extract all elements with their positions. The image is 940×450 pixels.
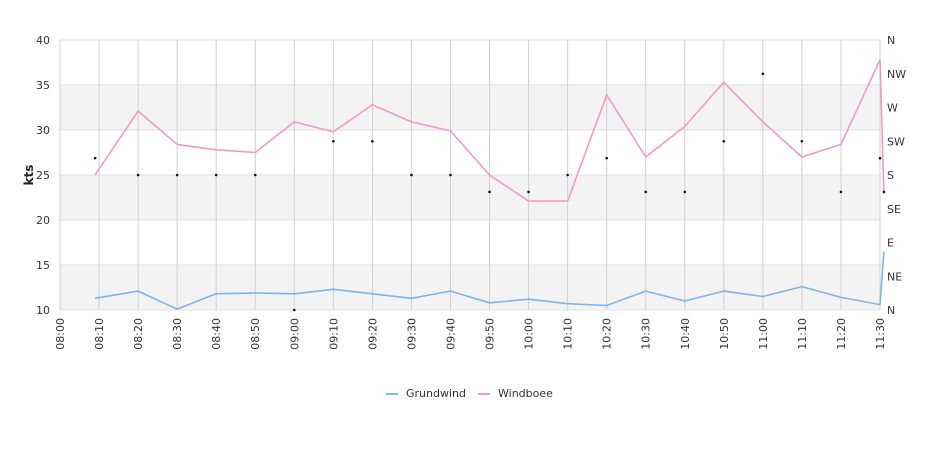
x-tick-label: 10:00 [523,318,536,350]
x-tick-label: 08:40 [210,318,223,350]
direction-tick-label: NW [887,68,906,81]
direction-tick-label: NE [887,270,902,283]
x-tick-label: 09:40 [444,318,457,350]
y-axis-ticks: 10 15 20 25 30 35 40 [36,34,50,317]
direction-tick-label: S [887,169,894,182]
direction-tick-label: E [887,237,894,250]
x-tick-label: 10:30 [640,318,653,350]
direction-point [332,139,335,143]
horizontal-gridlines [60,39,880,311]
x-tick-label: 11:00 [757,318,770,350]
x-tick-label: 08:30 [171,318,184,350]
direction-point [878,156,882,160]
direction-point [292,308,296,312]
y-tick-label: 20 [36,214,50,227]
x-tick-label: 08:20 [132,318,145,350]
y-tick-label: 35 [36,79,50,92]
plot-band [60,265,880,310]
x-tick-label: 11:10 [796,318,809,350]
y-tick-label: 15 [36,259,50,272]
x-tick-label: 11:20 [835,318,848,350]
direction-tick-label: SE [887,203,901,216]
y-tick-label: 25 [36,169,50,182]
plot-band [60,85,880,130]
legend: Grundwind Windboee [386,387,553,400]
direction-point [488,190,491,194]
direction-point [253,173,257,177]
x-tick-label: 10:20 [601,318,614,350]
y-axis-label: kts [22,165,36,186]
direction-point [136,173,140,177]
direction-point [722,139,726,143]
plot-band [60,40,880,85]
direction-point [683,190,687,194]
direction-points [93,72,886,312]
direction-tick-label: N [887,304,895,317]
x-tick-label: 09:20 [366,318,379,350]
plot-band [60,175,880,220]
direction-point [410,173,413,177]
y-tick-label: 40 [36,34,50,47]
plot-bands [60,40,880,310]
direction-tick-label: N [887,34,895,47]
plot-band [60,220,880,265]
x-tick-label: 10:50 [718,318,731,350]
direction-point [761,72,765,76]
x-tick-label: 10:40 [679,318,692,350]
direction-point [605,156,608,160]
direction-axis-ticks: N NE E SE S SW W NW N [887,34,906,317]
legend-item-label: Grundwind [406,387,466,400]
x-tick-label: 09:50 [484,318,497,350]
x-tick-label: 08:10 [93,318,106,350]
x-tick-label: 09:10 [327,318,340,350]
direction-point [839,190,843,194]
direction-point [214,173,218,177]
x-tick-label: 09:00 [288,318,301,350]
x-tick-label: 08:00 [54,318,67,350]
x-tick-label: 10:10 [562,318,575,350]
series-line-grundwind [94,251,885,310]
y-tick-label: 10 [36,304,50,317]
x-tick-label: 08:50 [249,318,262,350]
series-lines [94,58,885,310]
direction-point [527,190,530,194]
direction-point [800,139,804,143]
direction-point [175,173,179,177]
x-axis-ticks: 08:00 08:10 08:20 08:30 08:40 08:50 09:00 09:10… [54,318,887,350]
y-tick-label: 30 [36,124,50,137]
direction-tick-label: W [887,102,898,115]
x-tick-label: 09:30 [405,318,418,350]
direction-point [371,139,374,143]
direction-point [449,173,452,177]
legend-item-label: Windboee [498,387,553,400]
direction-point [644,190,648,194]
direction-point [566,173,569,177]
x-tick-label: 11:30 [874,318,887,350]
direction-point [93,156,97,160]
direction-tick-label: SW [887,135,905,148]
direction-point [882,190,886,194]
series-line-windboee [94,58,885,202]
